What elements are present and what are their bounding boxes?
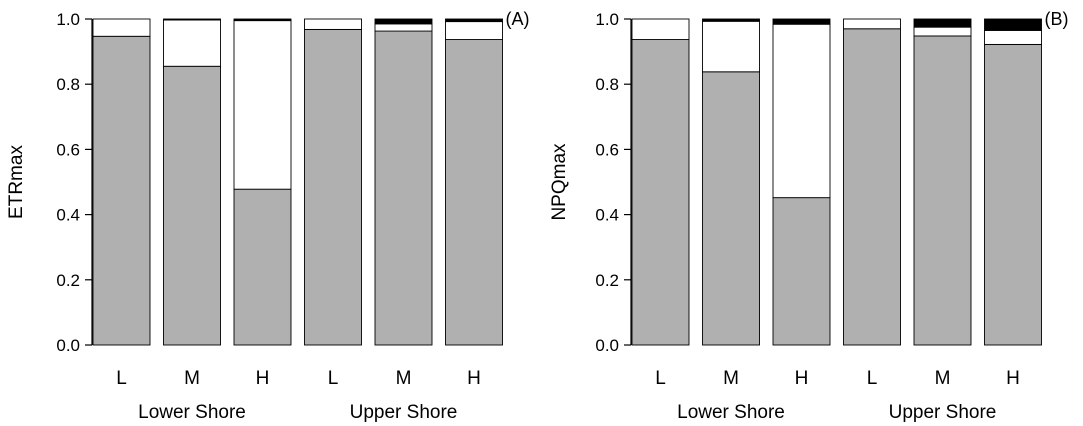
bar-segment-top (163, 18, 221, 21)
x-category-label: L (116, 368, 127, 389)
panel-label: (A) (506, 9, 530, 29)
bar-segment-middle (631, 18, 690, 40)
bar-segment-middle (984, 29, 1042, 45)
bar-segment-base (304, 28, 362, 346)
bar-segment-base (631, 39, 690, 346)
bar-segment-middle (163, 19, 221, 67)
y-tick-label: 0.2 (56, 271, 80, 290)
x-category-label: M (396, 368, 412, 389)
x-category-label: M (935, 368, 951, 389)
bar-segment-middle (772, 23, 831, 199)
x-group-label: Upper Shore (889, 402, 997, 423)
y-tick-label: 0.8 (56, 75, 80, 94)
panel-a: 0.0 0.2 0.4 0.6 0.8 1.0 ETRmax L M H L M H Lower Shor… (6, 9, 530, 423)
panel-label: (B) (1045, 9, 1069, 29)
bar-segment-top (772, 18, 831, 25)
bar-segment-middle (304, 18, 362, 30)
bar-segment-top (913, 18, 972, 28)
bar-segment-middle (843, 18, 901, 30)
x-category-label: M (184, 368, 200, 389)
x-category-label: H (467, 368, 481, 389)
bar-segment-base (702, 71, 760, 346)
bar-segment-middle (702, 20, 760, 73)
bar-segment-base (233, 188, 292, 346)
bar-segment-middle (233, 20, 292, 190)
x-group-label: Lower Shore (677, 402, 785, 423)
bar-segment-base (772, 197, 831, 346)
y-tick-label: 1.0 (595, 10, 619, 29)
bar-segment-middle (92, 18, 151, 37)
panel-b: 0.0 0.2 0.4 0.6 0.8 1.0 NPQmax L M H L M H Lower Shor… (549, 9, 1069, 423)
x-category-label: L (655, 368, 666, 389)
y-tick-label: 0.0 (595, 336, 619, 355)
x-category-label: H (256, 368, 270, 389)
x-category-label: L (328, 368, 339, 389)
y-tick-label: 0.6 (595, 140, 619, 159)
bar-segment-base (163, 65, 221, 346)
bar-segment-base (984, 43, 1042, 346)
y-tick-label: 0.4 (56, 206, 80, 225)
y-tick-label: 0.6 (56, 140, 80, 159)
y-tick-label: 0.4 (595, 206, 619, 225)
bar-segment-top (445, 18, 503, 23)
x-group-label: Upper Shore (350, 402, 458, 423)
y-tick-label: 1.0 (56, 10, 80, 29)
x-category-label: H (795, 368, 809, 389)
bar-segment-base (913, 35, 972, 346)
bar-segment-middle (913, 26, 972, 37)
y-tick-label: 0.8 (595, 75, 619, 94)
bar-segment-middle (374, 23, 433, 32)
bar-segment-top (984, 18, 1042, 31)
bar-segment-top (233, 18, 292, 22)
x-group-label: Lower Shore (138, 402, 246, 423)
y-tick-label: 0.2 (595, 271, 619, 290)
bar-segment-base (445, 39, 503, 346)
y-tick-label: 0.0 (56, 336, 80, 355)
y-axis-title: NPQmax (549, 143, 570, 221)
bar-segment-base (374, 30, 433, 346)
x-category-label: M (723, 368, 739, 389)
x-category-label: L (867, 368, 878, 389)
bar-segment-base (843, 28, 901, 346)
bar-segment-base (92, 35, 151, 346)
bar-segment-middle (445, 21, 503, 40)
y-axis-title: ETRmax (6, 145, 27, 219)
x-category-label: H (1006, 368, 1020, 389)
bar-segment-top (702, 18, 760, 22)
bar-segment-top (374, 18, 433, 25)
